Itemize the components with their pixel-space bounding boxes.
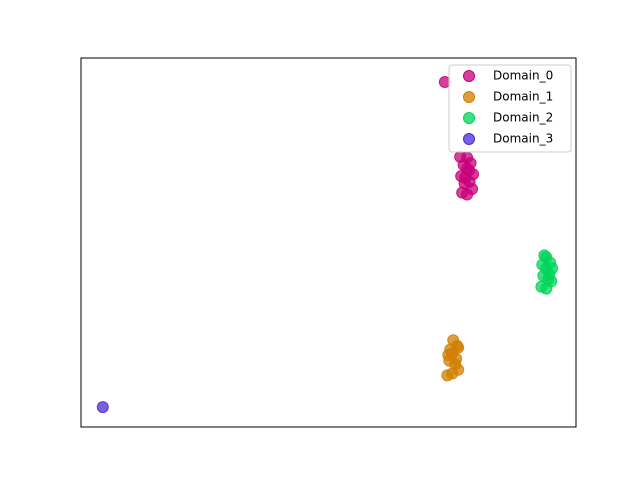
legend-marker	[463, 70, 475, 82]
legend: Domain_0 Domain_1 Domain_2 Domain_3	[448, 64, 572, 153]
plot-frame	[80, 57, 577, 428]
point	[452, 341, 465, 354]
point	[96, 401, 109, 414]
legend-box	[448, 64, 572, 153]
legend-label: Domain_3	[493, 132, 553, 146]
legend-marker	[463, 133, 475, 145]
legend-label: Domain_1	[493, 90, 553, 104]
point	[463, 164, 476, 177]
points	[96, 75, 559, 414]
legend-marker	[463, 91, 475, 103]
point	[454, 150, 467, 163]
point	[542, 273, 555, 286]
legend-marker	[463, 112, 475, 124]
legend-label: Domain_0	[493, 69, 553, 83]
point	[442, 349, 455, 362]
point	[546, 262, 559, 275]
point	[538, 249, 551, 262]
legend-label: Domain_2	[493, 111, 553, 125]
